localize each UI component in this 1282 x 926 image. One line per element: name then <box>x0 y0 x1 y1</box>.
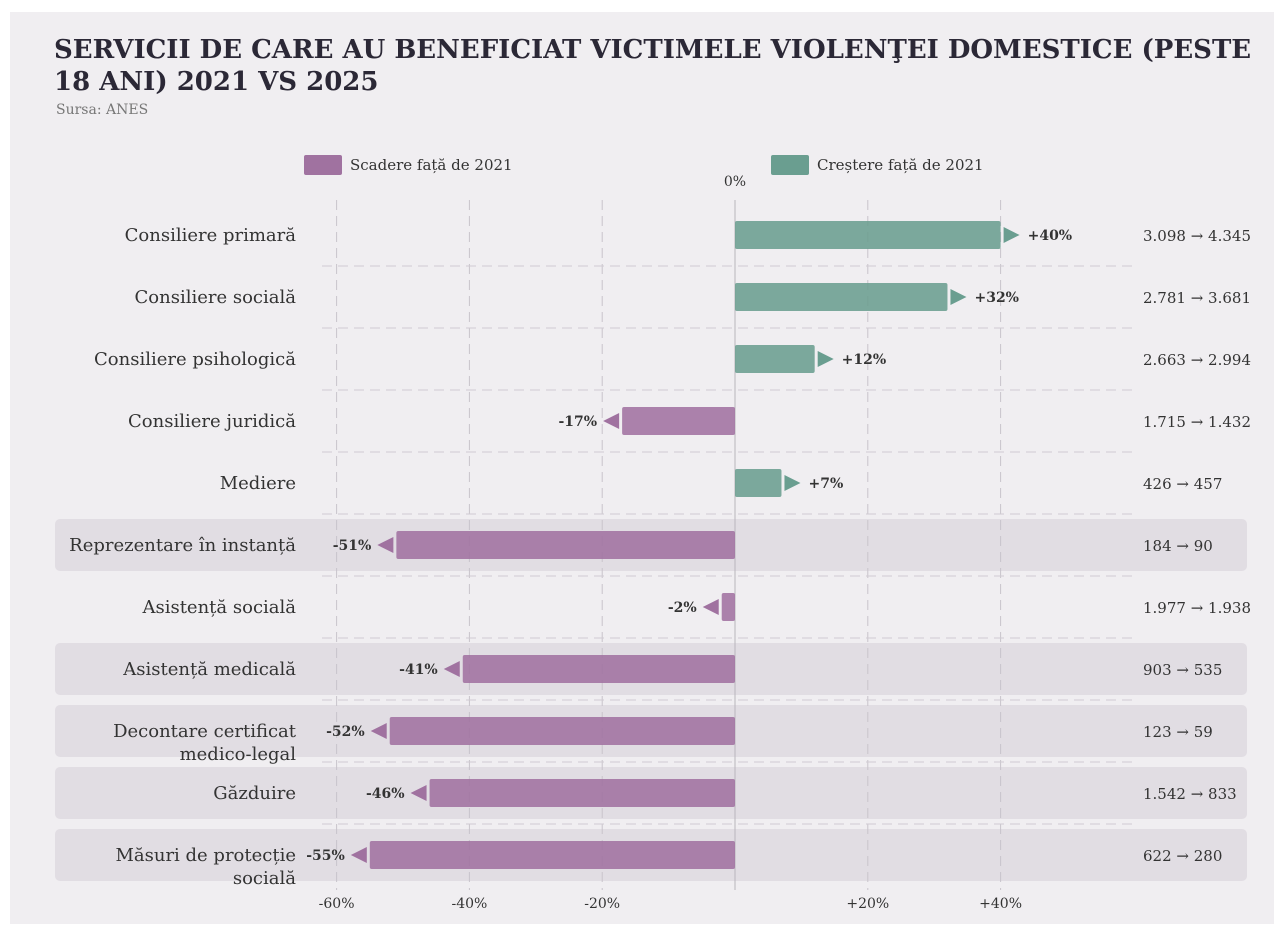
x-tick-label: +40% <box>979 896 1022 912</box>
change-label: 1.542 → 833 <box>1143 785 1237 803</box>
bar-value-label: +40% <box>1028 228 1073 244</box>
bar-value-label: -41% <box>399 662 438 678</box>
change-label: 1.977 → 1.938 <box>1143 599 1251 617</box>
category-label: Mediere <box>220 473 296 494</box>
bar-arrow <box>603 413 620 429</box>
bar-value-label: -51% <box>333 538 372 554</box>
category-label: Găzduire <box>213 783 296 804</box>
bar-arrow <box>950 289 967 305</box>
category-label: Consiliere socială <box>135 287 297 308</box>
legend-decrease-swatch <box>304 155 342 175</box>
bar-arrow <box>443 661 460 677</box>
change-label: 426 → 457 <box>1143 475 1222 493</box>
bar <box>735 345 815 373</box>
chart-title: SERVICII DE CARE AU BENEFICIAT VICTIMELE… <box>54 35 1252 97</box>
bar-arrow <box>377 537 394 553</box>
change-label: 184 → 90 <box>1143 537 1213 555</box>
x-tick-label: -20% <box>584 896 620 912</box>
change-label: 622 → 280 <box>1143 847 1222 865</box>
legend-decrease: Scadere față de 2021 <box>304 155 513 175</box>
legend-increase-label: Creștere față de 2021 <box>817 156 984 174</box>
bar-value-label: +32% <box>974 290 1019 306</box>
category-label: Asistență medicală <box>122 659 296 680</box>
bar-value-label: -2% <box>668 600 697 616</box>
change-label: 2.663 → 2.994 <box>1143 351 1251 369</box>
bar-arrow <box>702 599 719 615</box>
bar <box>622 407 735 435</box>
x-tick-label: +20% <box>846 896 889 912</box>
bar <box>429 779 735 807</box>
bar <box>735 469 782 497</box>
change-label: 903 → 535 <box>1143 661 1222 679</box>
bar <box>735 283 948 311</box>
bar <box>735 221 1001 249</box>
bar-value-label: -55% <box>306 848 345 864</box>
legend-increase: Creștere față de 2021 <box>771 155 984 175</box>
bar <box>462 655 735 683</box>
bar-arrow <box>350 847 367 863</box>
chart-frame: 0% +40% Consiliere primară 3.098 → 4.345 +32… <box>10 12 1274 924</box>
bar-arrow <box>1003 227 1020 243</box>
bar <box>389 717 735 745</box>
category-label: Consiliere primară <box>125 225 297 246</box>
bar-arrow <box>817 351 834 367</box>
bar-value-label: -17% <box>559 414 598 430</box>
bar <box>369 841 735 869</box>
change-label: 3.098 → 4.345 <box>1143 227 1251 245</box>
chart-source: Sursa: ANES <box>56 102 149 118</box>
bar-arrow <box>410 785 427 801</box>
bar-arrow <box>370 723 387 739</box>
legend-increase-swatch <box>771 155 809 175</box>
x-tick-label: -40% <box>451 896 487 912</box>
change-label: 123 → 59 <box>1143 723 1213 741</box>
bar-value-label: +7% <box>808 476 843 492</box>
bar-arrow <box>784 475 801 491</box>
bar-value-label: -52% <box>326 724 365 740</box>
bar-value-label: -46% <box>366 786 405 802</box>
x-tick-label: -60% <box>319 896 355 912</box>
bar-value-label: +12% <box>842 352 887 368</box>
change-label: 1.715 → 1.432 <box>1143 413 1251 431</box>
category-label: Consiliere juridică <box>128 411 296 432</box>
category-label: Consiliere psihologică <box>94 349 296 370</box>
zero-tick-label: 0% <box>724 174 746 190</box>
category-label: Asistență socială <box>141 597 296 618</box>
bar <box>396 531 735 559</box>
bar <box>721 593 735 621</box>
category-label: Reprezentare în instanță <box>69 535 296 556</box>
category-label: Măsuri de protecție socială <box>115 845 296 889</box>
category-label: Decontare certificat medico-legal <box>113 721 297 765</box>
change-label: 2.781 → 3.681 <box>1143 289 1251 307</box>
chart-canvas: 0% +40% Consiliere primară 3.098 → 4.345 +32… <box>55 174 1251 912</box>
legend-decrease-label: Scadere față de 2021 <box>350 156 513 174</box>
